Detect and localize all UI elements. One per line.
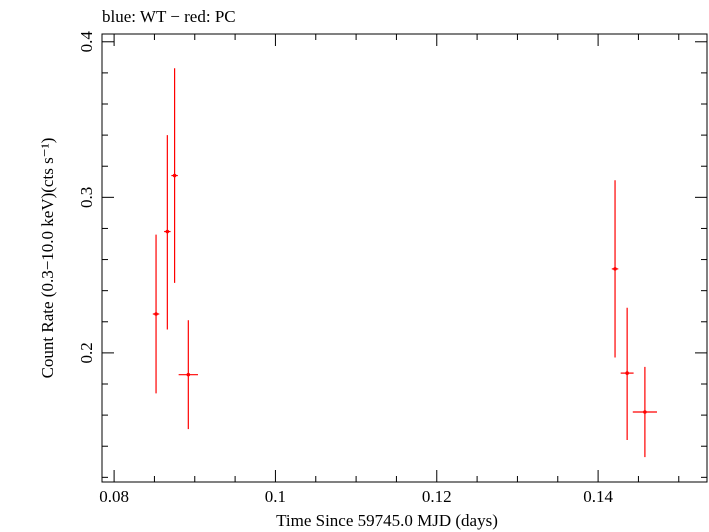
y-axis-tick-labels: 0.2 0.3 0.4 — [77, 31, 96, 364]
x-axis-ticks — [113, 34, 680, 482]
point-marker — [613, 267, 617, 271]
x-tick-label: 0.12 — [422, 487, 452, 506]
data-series-pc — [152, 68, 657, 458]
point-marker — [625, 371, 629, 375]
x-tick-label: 0.14 — [583, 487, 613, 506]
point-marker — [154, 312, 158, 316]
data-point — [171, 68, 178, 283]
y-tick-label: 0.4 — [77, 31, 96, 53]
y-tick-label: 0.3 — [77, 187, 96, 208]
x-axis-tick-labels: 0.08 0.1 0.12 0.14 — [99, 487, 613, 506]
data-point — [164, 135, 171, 330]
data-point — [178, 320, 198, 430]
y-axis-ticks — [102, 41, 707, 478]
y-tick-label: 0.2 — [77, 342, 96, 363]
data-point — [611, 180, 619, 358]
point-marker — [165, 229, 170, 234]
chart-title: blue: WT − red: PC — [102, 7, 236, 26]
x-axis-label: Time Since 59745.0 MJD (days) — [276, 511, 498, 530]
data-point — [620, 307, 634, 440]
point-marker — [186, 372, 191, 377]
data-point — [632, 366, 657, 458]
point-marker — [172, 173, 177, 178]
x-tick-label: 0.1 — [265, 487, 286, 506]
x-tick-label: 0.08 — [99, 487, 129, 506]
y-axis-label: Count Rate (0.3−10.0 keV)(cts s⁻¹) — [38, 138, 57, 379]
point-marker — [643, 410, 647, 414]
plot-frame — [101, 33, 708, 483]
data-point — [152, 234, 160, 394]
